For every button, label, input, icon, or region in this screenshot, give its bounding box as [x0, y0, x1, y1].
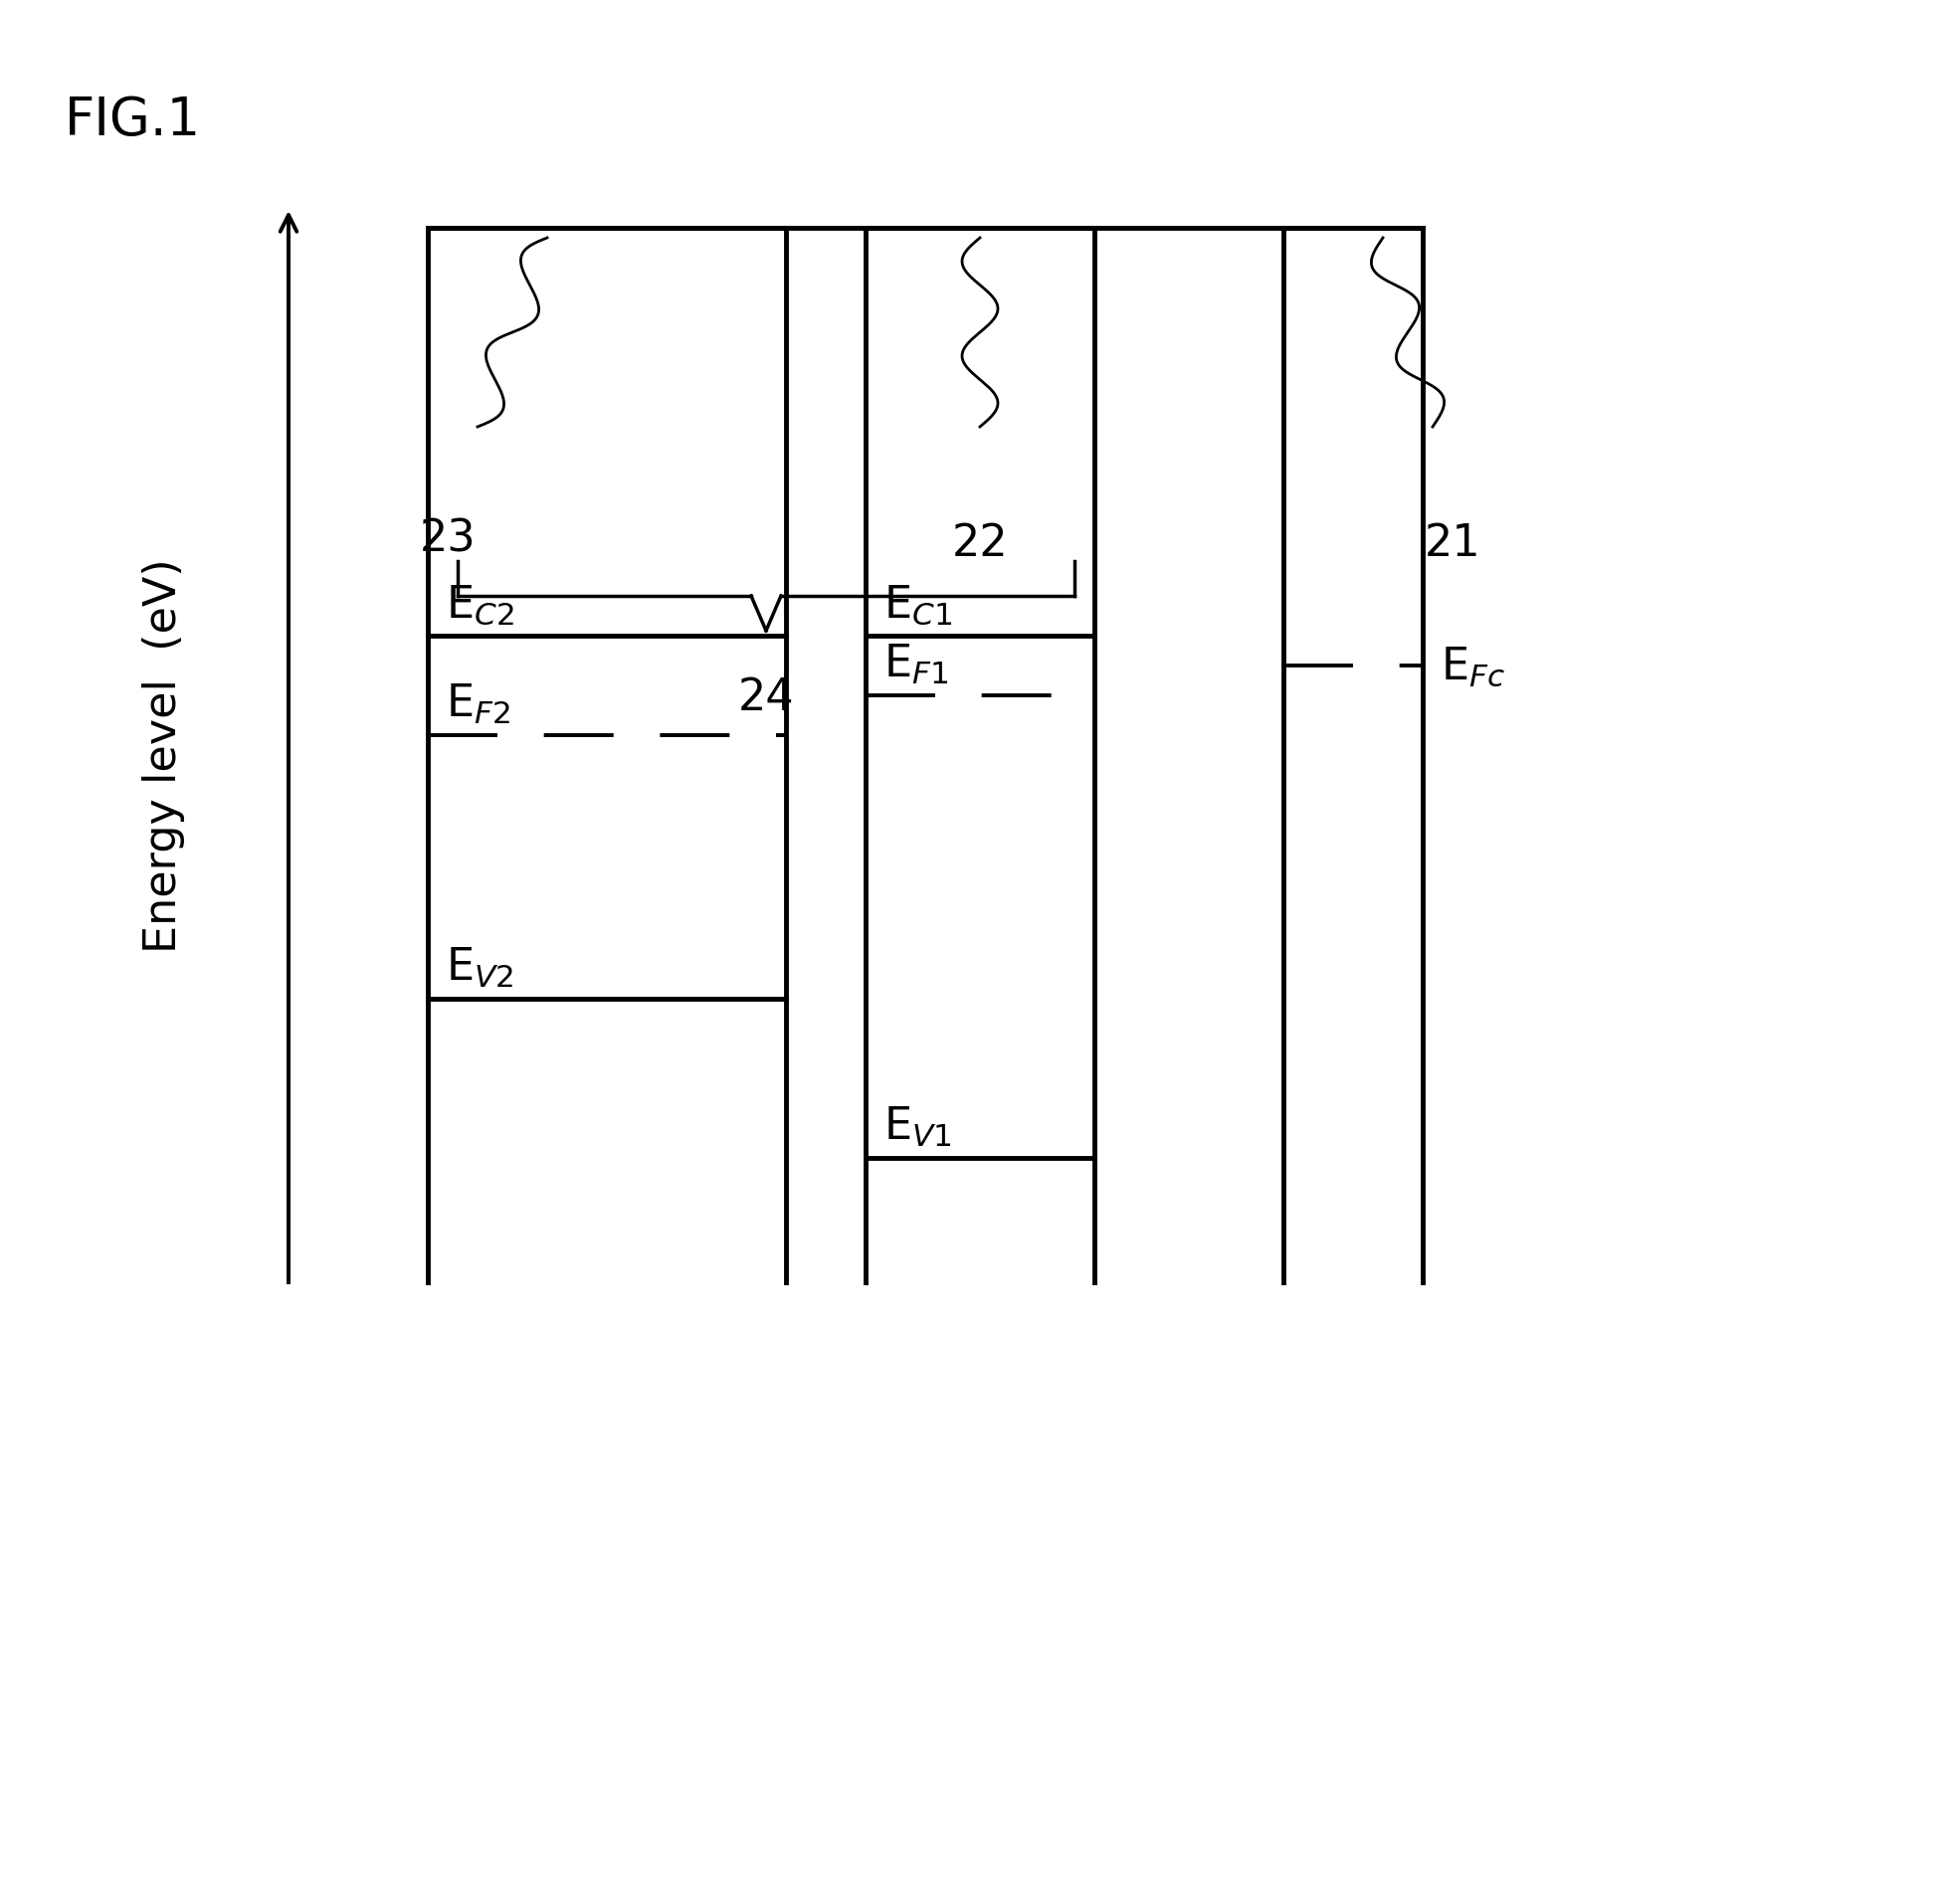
Text: Energy level  (eV): Energy level (eV): [142, 558, 185, 952]
Text: E$_{{C1}}$: E$_{{C1}}$: [883, 583, 953, 626]
Text: E$_{{F1}}$: E$_{{F1}}$: [883, 642, 949, 685]
Text: E$_{{Fc}}$: E$_{{Fc}}$: [1441, 645, 1505, 687]
Text: E$_{{V2}}$: E$_{{V2}}$: [445, 946, 513, 990]
Text: 21: 21: [1424, 522, 1480, 565]
Text: E$_{{V1}}$: E$_{{V1}}$: [883, 1104, 951, 1148]
Text: 23: 23: [420, 518, 477, 560]
Text: E$_{{F2}}$: E$_{{F2}}$: [445, 682, 510, 725]
Text: E$_{{C2}}$: E$_{{C2}}$: [445, 583, 513, 626]
Text: FIG.1: FIG.1: [64, 95, 200, 147]
Text: 22: 22: [951, 522, 1008, 565]
Text: 24: 24: [737, 676, 794, 720]
